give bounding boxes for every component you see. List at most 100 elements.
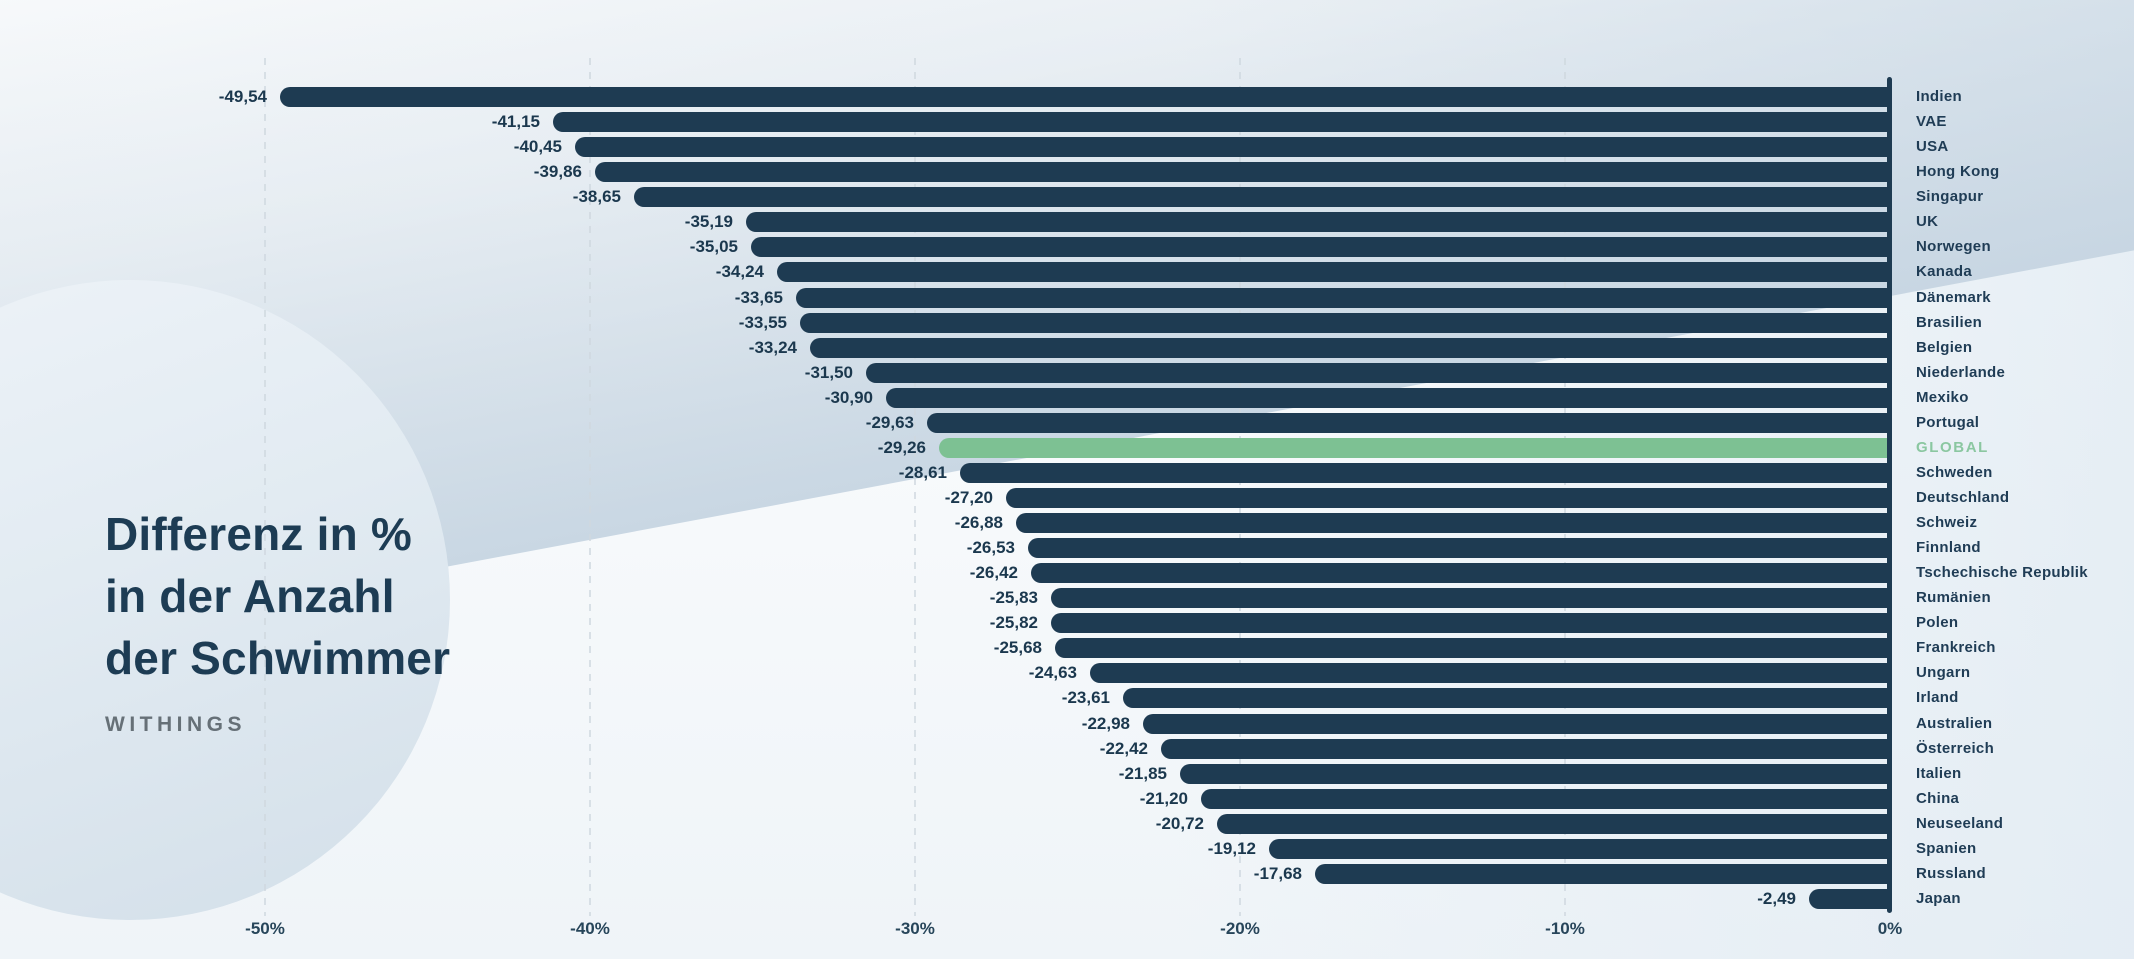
bar-value-label: -22,42 — [1099, 738, 1148, 758]
bar-value-label: -35,19 — [684, 212, 733, 232]
bar-value-label: -49,54 — [218, 87, 267, 106]
bar-global — [939, 437, 1890, 458]
gridline — [1564, 58, 1566, 916]
bar — [1031, 563, 1890, 584]
country-label: Belgien — [1916, 338, 1973, 356]
axis-tick-label: -30% — [895, 919, 935, 938]
bar — [1028, 538, 1890, 559]
country-label: Österreich — [1916, 739, 1995, 757]
bar — [1269, 838, 1890, 859]
country-label: Brasilien — [1916, 313, 1983, 331]
gridline — [589, 58, 591, 916]
bar-value-label: -33,65 — [734, 287, 783, 307]
bar-value-label: -21,85 — [1118, 763, 1167, 783]
bar — [1143, 713, 1890, 734]
brand-logo-text: WITHINGS — [105, 713, 246, 736]
bar — [796, 287, 1890, 308]
bar-value-label: -21,20 — [1139, 788, 1188, 808]
country-label: Rumänien — [1916, 589, 1991, 607]
country-label: Finnland — [1916, 539, 1981, 557]
bar — [595, 162, 1890, 183]
country-label: Japan — [1916, 889, 1961, 907]
bar-value-label: -19,12 — [1207, 838, 1256, 858]
bar — [866, 362, 1890, 383]
bar-value-label: -31,50 — [804, 362, 853, 382]
bar — [1123, 688, 1890, 709]
bar-value-label: -39,86 — [533, 162, 582, 182]
country-label-global: GLOBAL — [1916, 438, 1989, 456]
bar — [1055, 638, 1890, 659]
bar-value-label: -30,90 — [824, 387, 873, 407]
bar — [1217, 813, 1890, 834]
bar — [1090, 663, 1890, 684]
bar-value-label: -33,24 — [748, 337, 797, 357]
bar — [746, 212, 1890, 233]
bar-value-label: -2,49 — [1757, 888, 1796, 908]
bar-value-label: -25,82 — [989, 613, 1038, 633]
country-label: Australien — [1916, 714, 1993, 732]
bar-value-label: -29,63 — [865, 412, 914, 432]
bar-value-label: -26,42 — [969, 563, 1018, 583]
country-label: Polen — [1916, 614, 1959, 632]
bar-value-label: -26,88 — [954, 513, 1003, 532]
bar-value-label: -22,98 — [1081, 713, 1130, 733]
country-label: Dänemark — [1916, 288, 1991, 306]
bar — [800, 312, 1890, 333]
bar — [1051, 588, 1890, 609]
bar-value-label: -17,68 — [1253, 863, 1302, 883]
country-label: Italien — [1916, 764, 1962, 782]
bar-value-label: -34,24 — [715, 262, 764, 282]
bar-value-label: -40,45 — [513, 137, 562, 157]
country-label: Indien — [1916, 88, 1962, 105]
country-label: Russland — [1916, 864, 1986, 882]
bar-value-label: -35,05 — [689, 237, 738, 257]
bar — [1161, 738, 1890, 759]
bar — [777, 262, 1890, 283]
bar — [810, 337, 1890, 358]
country-label: UK — [1916, 213, 1939, 231]
bar-value-label: -25,68 — [993, 638, 1042, 658]
country-label: Mexiko — [1916, 388, 1969, 406]
country-label: Ungarn — [1916, 664, 1971, 682]
bar-value-label: -29,26 — [877, 437, 926, 457]
zero-axis-line — [1887, 77, 1892, 913]
bar — [280, 87, 1890, 107]
country-label: Spanien — [1916, 839, 1977, 857]
bar — [1201, 788, 1890, 809]
chart-title-line-3: der Schwimmer — [105, 632, 451, 684]
axis-tick-label: -20% — [1220, 919, 1260, 938]
bar-value-label: -38,65 — [572, 187, 621, 207]
bar — [886, 387, 1890, 408]
bar — [575, 137, 1890, 158]
bar — [1180, 763, 1890, 784]
bar-value-label: -23,61 — [1061, 688, 1110, 708]
country-label: Kanada — [1916, 263, 1972, 281]
country-label: Niederlande — [1916, 363, 2006, 381]
bar — [634, 187, 1890, 208]
bar — [1809, 888, 1890, 909]
bar-value-label: -24,63 — [1028, 663, 1077, 683]
country-label: Singapur — [1916, 188, 1984, 206]
title-block: Differenz in % in der Anzahl der Schwimm… — [105, 503, 450, 737]
axis-tick-label: -10% — [1545, 919, 1585, 938]
bar — [1006, 488, 1890, 508]
country-label: China — [1916, 789, 1960, 807]
bar — [751, 237, 1890, 258]
country-label: Norwegen — [1916, 238, 1991, 256]
bar-value-label: -28,61 — [898, 462, 947, 482]
gridline — [264, 58, 266, 916]
country-label: Tschechische Republik — [1916, 564, 2088, 582]
axis-tick-label: -50% — [245, 919, 285, 938]
country-label: Portugal — [1916, 413, 1980, 431]
bar-value-label: -33,55 — [738, 312, 787, 332]
bar — [927, 412, 1890, 433]
chart-title-line-1: Differenz in % — [105, 508, 412, 560]
country-label: Schweiz — [1916, 514, 1978, 531]
bar-value-label: -27,20 — [944, 488, 993, 507]
bar-value-label: -20,72 — [1155, 813, 1204, 833]
bar-value-label: -41,15 — [491, 112, 540, 132]
axis-tick-label: -40% — [570, 919, 610, 938]
country-label: VAE — [1916, 113, 1947, 131]
bar — [553, 112, 1890, 133]
